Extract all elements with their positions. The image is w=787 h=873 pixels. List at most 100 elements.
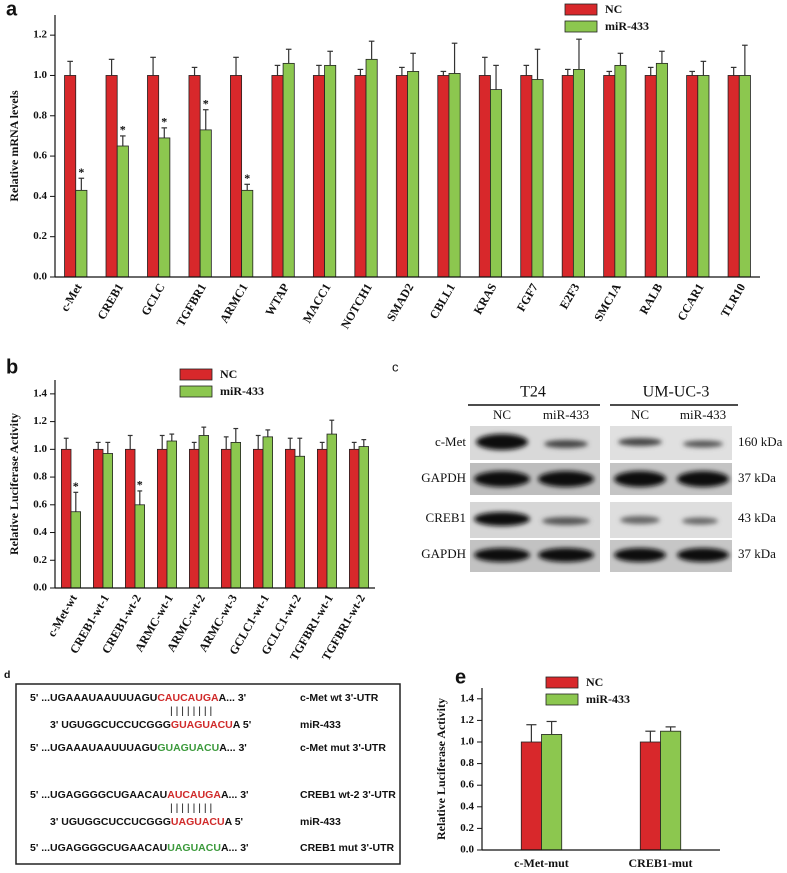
legend-swatch: [564, 20, 598, 33]
y-axis-title: Relative mRNA levels: [7, 90, 21, 202]
x-tick-label: GCLC: [138, 281, 167, 318]
x-tick-label: WTAP: [262, 281, 292, 318]
bar: [199, 129, 212, 278]
legend-label: NC: [220, 367, 237, 381]
bar: [134, 504, 146, 589]
bar: [241, 189, 254, 278]
bar: [158, 137, 171, 278]
bar: [188, 448, 200, 589]
size-label: 37 kDa: [738, 470, 776, 485]
bar: [188, 75, 201, 278]
y-tick-label: 1.0: [33, 443, 47, 455]
y-tick-label: 1.0: [33, 69, 47, 81]
legend-swatch: [179, 385, 213, 398]
sequence: 5' ...UGAGGGGCUGAACAUUAGUACUA... 3': [30, 842, 249, 854]
bar: [166, 440, 178, 589]
y-tick-label: 0.6: [33, 150, 47, 162]
western-blot: c T24 UM-UC-3 NC miR-433 NC miR-433 c-Me…: [392, 359, 783, 572]
lane-label: miR-433: [543, 407, 589, 422]
bar-chart: b 0.0 0.2 0.4 0.6 0.8 1.0 1.2 1.4 Relative Lucife…: [6, 356, 375, 663]
lane-label: NC: [493, 407, 511, 422]
bar: [478, 75, 491, 278]
bar: [490, 89, 503, 278]
bar: [437, 75, 450, 278]
sequence-prefix: 5' ...UGAAAUAAUUUAGU: [30, 742, 157, 754]
panel-letter: a: [6, 0, 18, 20]
bar: [639, 741, 661, 851]
sequence-suffix: A 5': [233, 719, 251, 731]
y-tick-label: 1.2: [460, 714, 474, 726]
y-tick-label: 0.2: [460, 822, 474, 834]
y-tick-label: 1.2: [33, 415, 47, 427]
x-tick-label: CREB1: [94, 281, 126, 322]
x-tick-label: CCAR1: [674, 281, 706, 323]
y-axis-title: Relative Luciferase Activity: [7, 413, 21, 555]
lane-label: miR-433: [680, 407, 726, 422]
y-tick-label: 1.2: [33, 29, 47, 41]
x-tick-label: c-Met: [58, 281, 85, 314]
legend-swatch: [545, 693, 579, 706]
sequence-label: miR-433: [300, 719, 341, 731]
sequence: 3' UGUGGCUCCUCGGGGUAGUACUA 5': [50, 719, 251, 731]
bar: [61, 448, 72, 589]
significance: *: [203, 96, 209, 110]
bar: [93, 448, 104, 589]
sequence-label: c-Met mut 3'-UTR: [300, 742, 386, 754]
y-tick-label: 0.0: [33, 582, 47, 594]
bar: [354, 75, 367, 278]
sequence: 3' UGUGGCUCCUCGGGUAGUACUA 5': [50, 816, 243, 828]
sequence-prefix: 5' ...UGAGGGGCUGAACAU: [30, 842, 167, 854]
bar: [520, 75, 533, 278]
bar: [326, 433, 338, 589]
bar: [230, 75, 243, 278]
sequence: 5' ...UGAAAUAAUUUAGUGUAGUACUA... 3': [30, 742, 247, 754]
bar: [358, 446, 370, 589]
sequence: 5' ...UGAAAUAAUUUAGUCAUCAUGAA... 3': [30, 692, 246, 704]
significance: *: [244, 171, 250, 185]
sequence-suffix: A... 3': [221, 789, 249, 801]
bar: [125, 448, 136, 589]
bar: [614, 64, 627, 278]
x-tick-label: SMAD2: [384, 281, 417, 324]
bar: [262, 436, 274, 589]
legend-label: NC: [586, 675, 603, 689]
significance: *: [78, 165, 84, 179]
panel-letter: c: [392, 359, 399, 374]
y-tick-label: 0.0: [33, 271, 47, 283]
bar: [156, 448, 168, 589]
size-label: 37 kDa: [738, 546, 776, 561]
pairing: | | | | | | | |: [170, 705, 212, 717]
panel-letter: d: [4, 669, 10, 681]
y-tick-label: 0.6: [33, 498, 47, 510]
bar: [252, 448, 264, 589]
bar: [312, 75, 325, 278]
bar: [147, 75, 160, 278]
x-tick-label: SMC1A: [591, 281, 624, 324]
frame: [15, 683, 401, 865]
bar: [348, 448, 360, 589]
x-tick-label: KRAS: [471, 281, 500, 317]
x-tick-label: NOTCH1: [338, 281, 375, 331]
sequence-label: CREB1 mut 3'-UTR: [300, 842, 395, 854]
pairing: | | | | | | | |: [170, 802, 212, 814]
bar: [644, 75, 657, 278]
sequence-label: miR-433: [300, 816, 341, 828]
bar: [603, 75, 616, 278]
bar: [448, 73, 461, 278]
bar: [284, 448, 296, 589]
y-tick-label: 1.4: [460, 692, 474, 704]
size-label: 43 kDa: [738, 510, 776, 525]
bar: [271, 75, 284, 278]
legend-label: miR-433: [586, 692, 630, 706]
y-tick-label: 0.4: [33, 190, 47, 202]
bar: [294, 455, 306, 589]
sequence-lines: 5' ...UGAAAUAAUUUAGUCAUCAUGAA... 3' c-Met…: [30, 692, 396, 854]
y-tick-label: 0.8: [33, 471, 47, 483]
bar: [64, 75, 77, 278]
bar: [105, 75, 118, 278]
bar: [738, 75, 751, 278]
bar-chart: e 0.0 0.2 0.4 0.6 0.8 1.0 1.2 1.4 Relative Lucife…: [434, 666, 720, 870]
blot-images: [470, 426, 732, 572]
x-tick-label: RALB: [637, 281, 666, 317]
